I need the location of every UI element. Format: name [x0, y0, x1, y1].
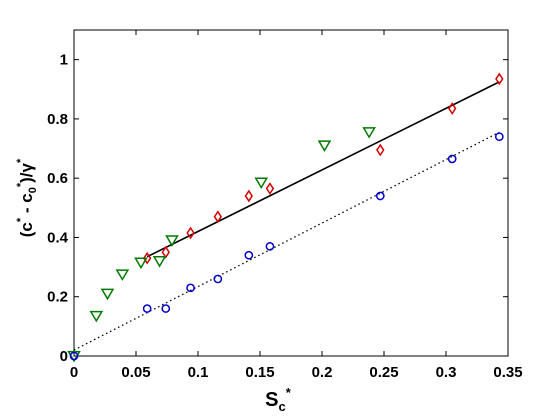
triangle-down-marker — [254, 177, 269, 190]
data-points — [67, 72, 504, 363]
diamond-marker — [142, 251, 152, 265]
triangle-down-marker — [317, 140, 332, 153]
circle-marker — [447, 154, 457, 164]
y-tick-label: 1 — [60, 52, 68, 69]
triangle-down-marker — [152, 256, 167, 268]
diamond-marker — [376, 143, 385, 157]
circle-marker — [69, 351, 79, 361]
x-tick-label: 0.2 — [312, 364, 333, 381]
x-tick-label: 0.05 — [121, 364, 150, 381]
y-axis-label-end: )/γ — [17, 162, 36, 182]
y-axis-label-open: (c — [17, 222, 36, 237]
triangle-down-marker — [362, 127, 376, 139]
y-axis-label-mid: - c — [17, 193, 36, 218]
diamond-marker — [244, 189, 254, 203]
diamond-marker — [213, 210, 223, 224]
triangle-down-marker — [100, 288, 115, 301]
triangle-down-marker — [165, 235, 179, 247]
triangle-down-marker — [89, 310, 104, 323]
y-axis-label-sup1: * — [15, 217, 27, 222]
y-axis-label-sub0: 0 — [27, 187, 39, 193]
y-axis-label-sup0: * — [15, 182, 27, 187]
x-tick-label: 0.35 — [493, 364, 522, 381]
diamond-marker — [161, 245, 170, 259]
fit-lines — [73, 81, 500, 351]
circle-marker — [375, 191, 385, 201]
diamond-marker — [186, 226, 195, 240]
y-tick-label: 0.6 — [47, 170, 68, 187]
diamond-marker — [448, 102, 457, 115]
x-axis-label-base: S — [265, 389, 278, 411]
y-tick-label: 0.8 — [47, 111, 68, 128]
diamond-marker — [495, 72, 504, 86]
dotted-fit-line — [73, 131, 500, 351]
axis-ticks: 0 0.05 0.1 0.15 0.2 0.25 0.3 0.35 0 0.2 0.4 0.6 0.8 1 — [47, 30, 523, 381]
solid-fit-line — [146, 81, 500, 258]
y-axis-label-sup2: * — [15, 158, 27, 163]
circle-marker — [494, 132, 504, 142]
circle-marker — [161, 304, 171, 313]
x-tick-label: 0.3 — [436, 364, 457, 381]
y-tick-label: 0.2 — [47, 289, 68, 306]
triangle-down-marker — [67, 350, 81, 363]
x-tick-label: 0.1 — [188, 364, 209, 381]
circle-marker — [142, 304, 152, 313]
y-axis-label: (c* - c0*)/γ* — [15, 158, 39, 237]
circle-marker — [213, 274, 223, 284]
triangle-down-marker — [134, 257, 148, 270]
circle-marker — [265, 241, 275, 251]
x-axis-label-sup: * — [286, 385, 292, 400]
x-tick-label: 0.15 — [245, 364, 274, 381]
y-tick-label: 0 — [60, 348, 68, 365]
x-axis-label: Sc* — [265, 385, 292, 414]
circle-marker — [186, 283, 195, 293]
x-tick-label: 0 — [70, 364, 78, 381]
triangle-down-marker — [115, 269, 130, 281]
plot-area — [73, 29, 509, 357]
x-tick-label: 0.25 — [369, 364, 398, 381]
diamond-marker — [265, 182, 275, 195]
y-tick-label: 0.4 — [47, 229, 69, 246]
x-axis-label-sub: c — [279, 399, 286, 414]
circle-marker — [244, 250, 254, 260]
